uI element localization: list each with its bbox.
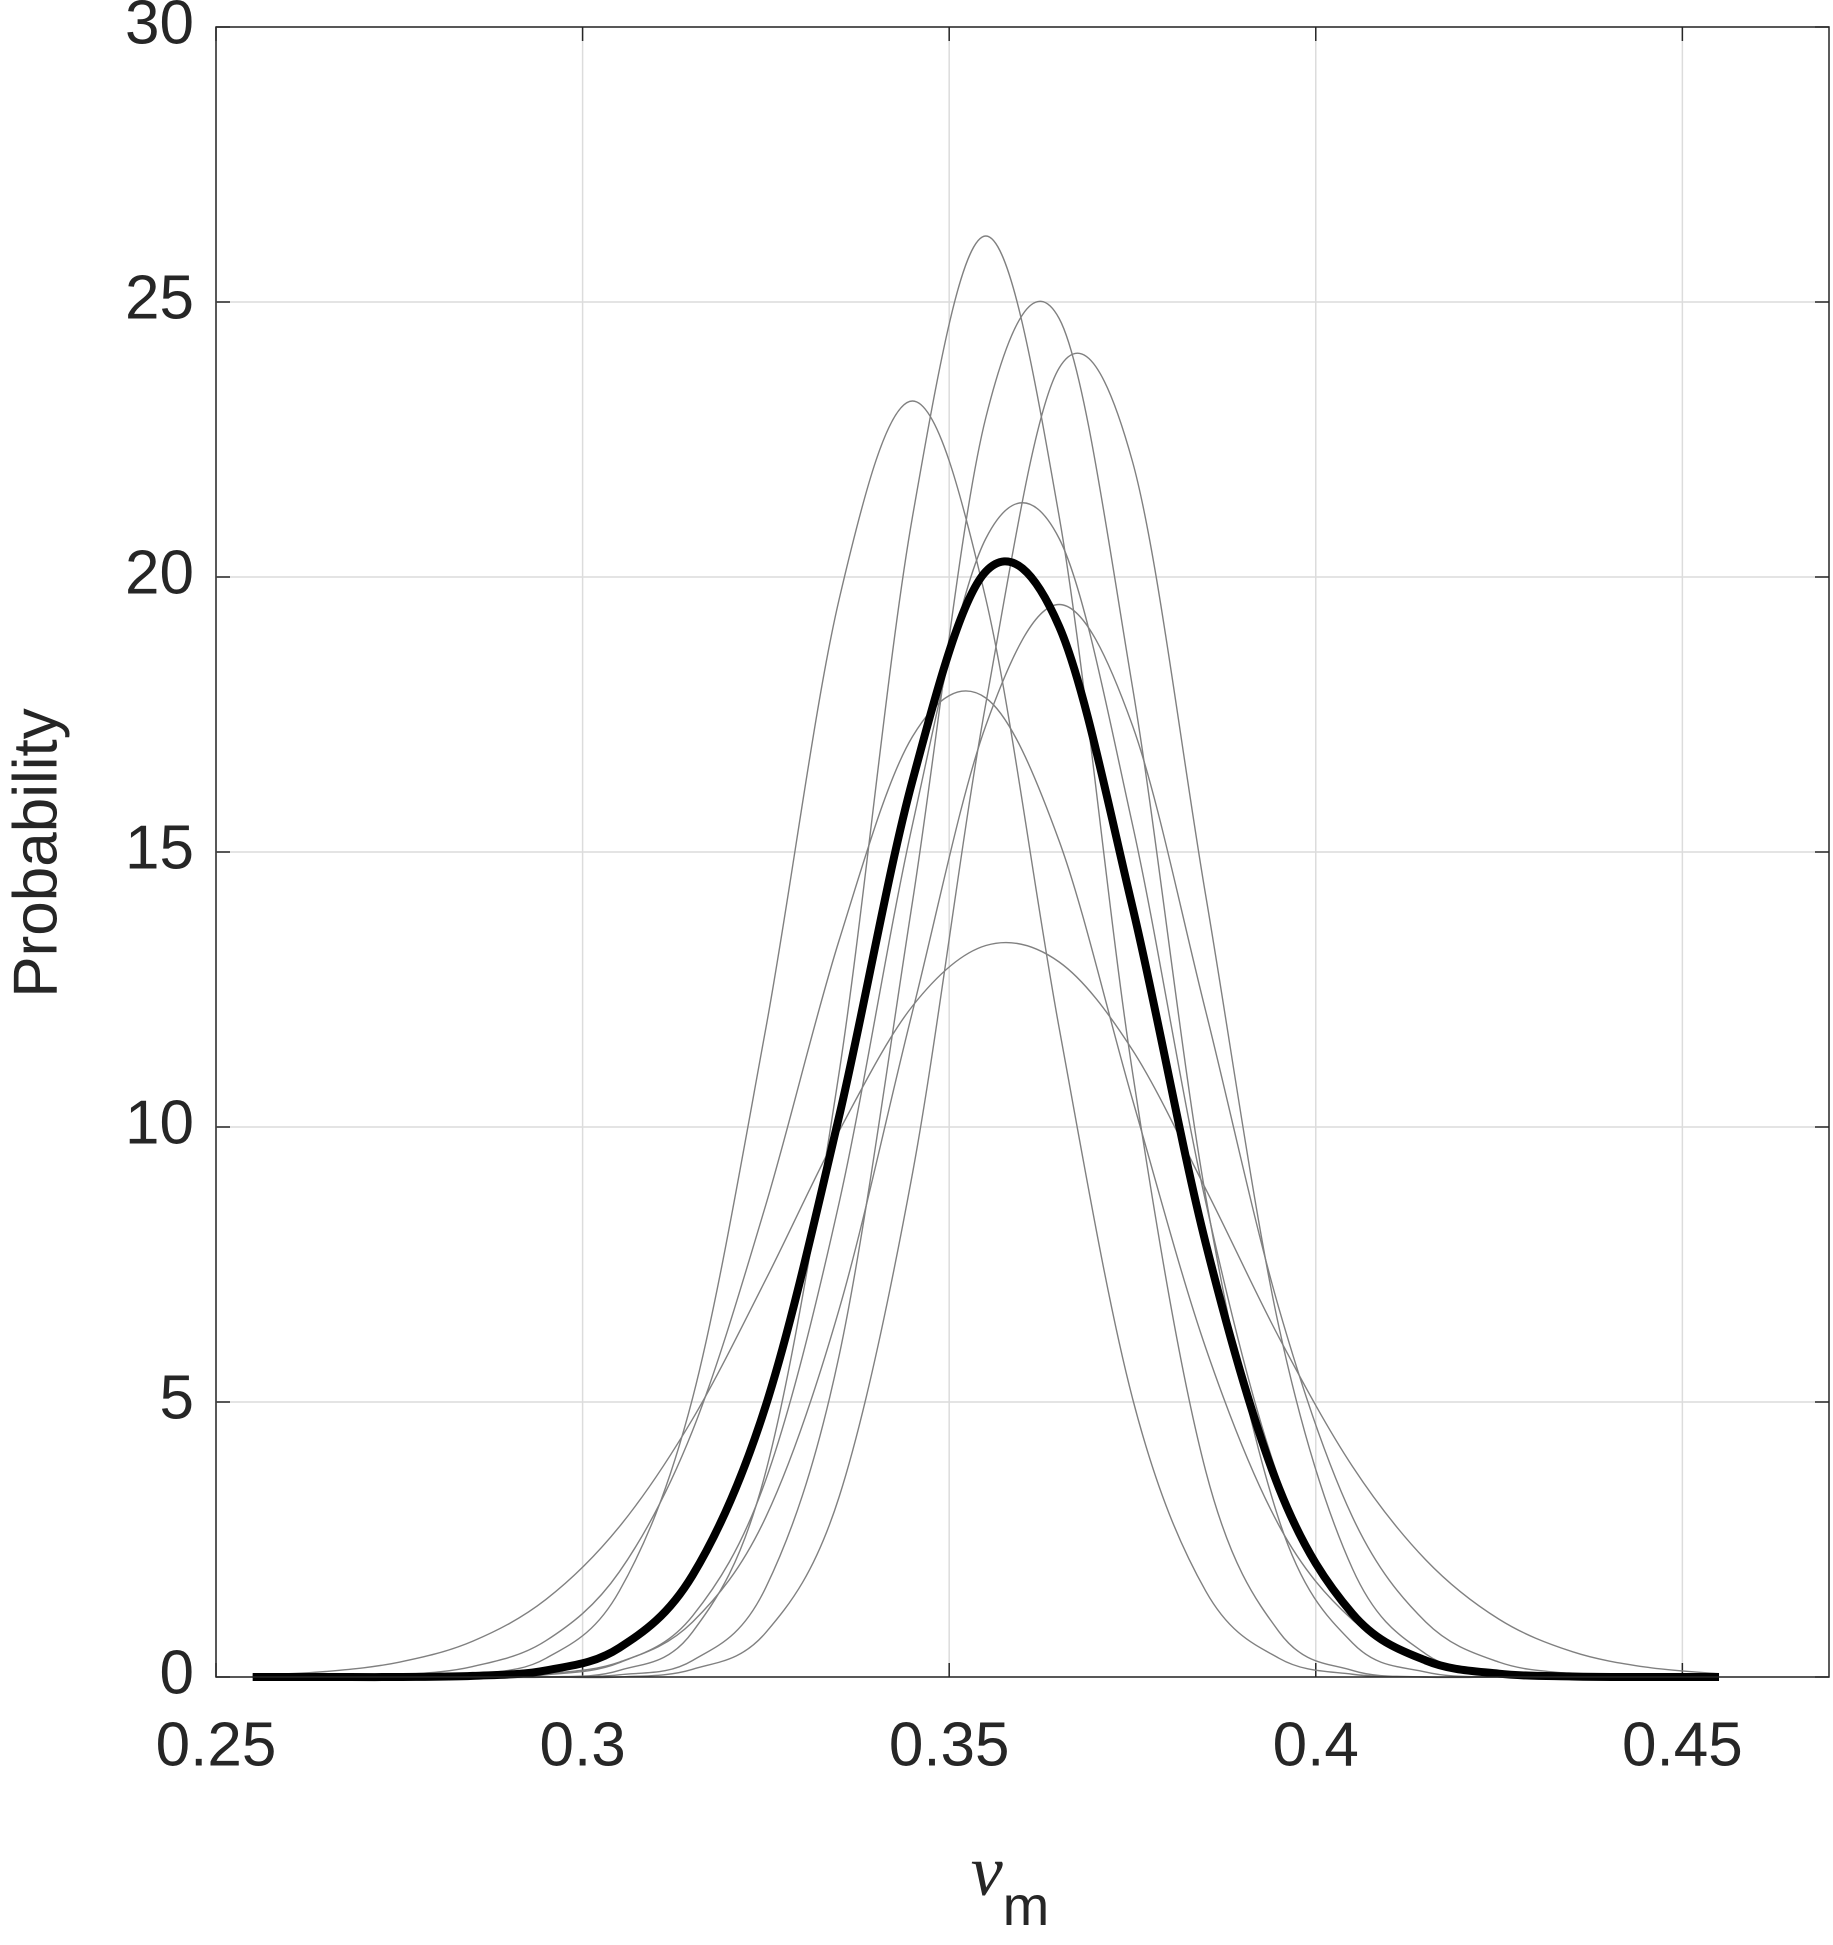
line-series <box>252 690 1720 1678</box>
x-tick-label: 0.3 <box>539 1710 625 1779</box>
y-tick-label: 5 <box>160 1363 194 1432</box>
x-axis-symbol: ν <box>971 1831 1003 1911</box>
x-axis-subscript: m <box>1003 1874 1050 1937</box>
x-tick-label: 0.4 <box>1273 1710 1359 1779</box>
x-tick-label: 0.45 <box>1622 1710 1743 1779</box>
line-series <box>252 300 1720 1679</box>
line-series <box>252 603 1720 1678</box>
line-series <box>252 941 1720 1677</box>
line-series <box>252 235 1720 1679</box>
y-axis-label: Probability <box>1 708 70 997</box>
line-series <box>252 557 1720 1682</box>
x-axis-label: νm <box>971 1831 1050 1937</box>
line-series <box>252 502 1720 1678</box>
x-tick-label: 0.35 <box>889 1710 1010 1779</box>
line-series <box>252 400 1720 1678</box>
line-series <box>252 352 1720 1679</box>
y-tick-label: 10 <box>125 1088 194 1157</box>
y-tick-label: 15 <box>125 813 194 882</box>
y-tick-label: 30 <box>125 0 194 57</box>
y-tick-label: 25 <box>125 263 194 332</box>
x-tick-label: 0.25 <box>156 1710 277 1779</box>
y-tick-label: 20 <box>125 538 194 607</box>
y-tick-label: 0 <box>160 1638 194 1707</box>
plot-frame <box>215 26 1830 1678</box>
